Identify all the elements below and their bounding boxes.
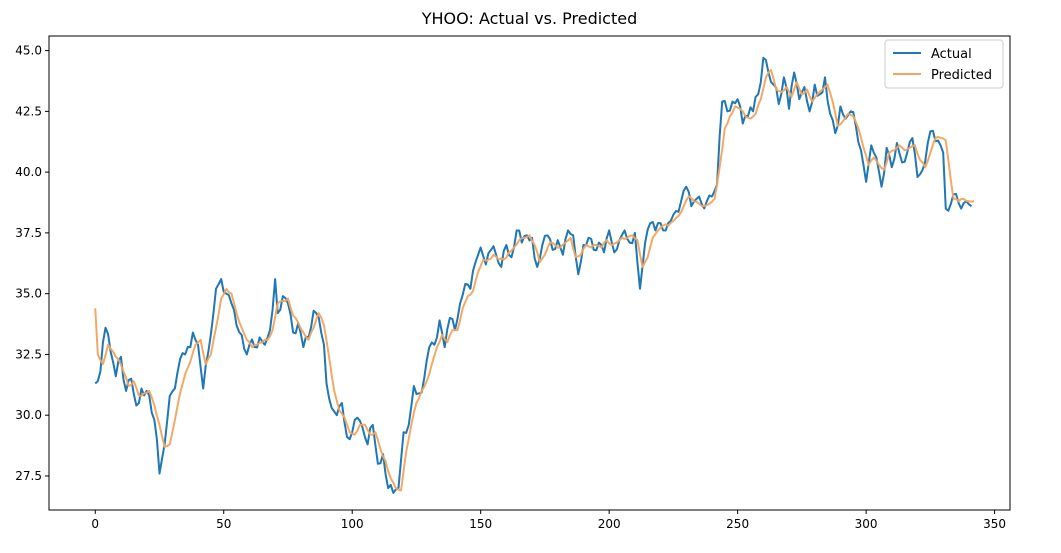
x-axis-ticks: 0 50 100 150 200 250 300 350 xyxy=(91,510,1006,531)
x-tick-label: 50 xyxy=(216,517,231,531)
y-tick-label: 45.0 xyxy=(15,44,42,58)
x-tick-label: 300 xyxy=(855,517,878,531)
y-tick-label: 27.5 xyxy=(15,469,42,483)
legend-label-predicted: Predicted xyxy=(931,68,992,83)
x-tick-label: 150 xyxy=(469,517,492,531)
chart-title: YHOO: Actual vs. Predicted xyxy=(421,9,637,28)
x-tick-label: 350 xyxy=(983,517,1006,531)
series-layer xyxy=(94,56,975,494)
y-tick-label: 37.5 xyxy=(15,226,42,240)
y-axis-ticks: 27.5 30.0 32.5 35.0 37.5 40.0 42.5 45.0 xyxy=(15,44,49,483)
legend: Actual Predicted xyxy=(884,39,1004,89)
series-line-predicted xyxy=(94,69,975,492)
axes-frame xyxy=(48,35,1011,511)
y-tick-label: 40.0 xyxy=(15,165,42,179)
y-tick-label: 42.5 xyxy=(15,104,42,118)
y-tick-label: 35.0 xyxy=(15,287,42,301)
x-tick-label: 250 xyxy=(726,517,749,531)
y-tick-label: 30.0 xyxy=(15,408,42,422)
x-tick-label: 100 xyxy=(341,517,364,531)
series-line-actual xyxy=(94,56,973,494)
y-tick-label: 32.5 xyxy=(15,347,42,361)
legend-label-actual: Actual xyxy=(931,47,972,62)
x-tick-label: 200 xyxy=(598,517,621,531)
plot-area xyxy=(48,35,1011,511)
x-tick-label: 0 xyxy=(91,517,99,531)
